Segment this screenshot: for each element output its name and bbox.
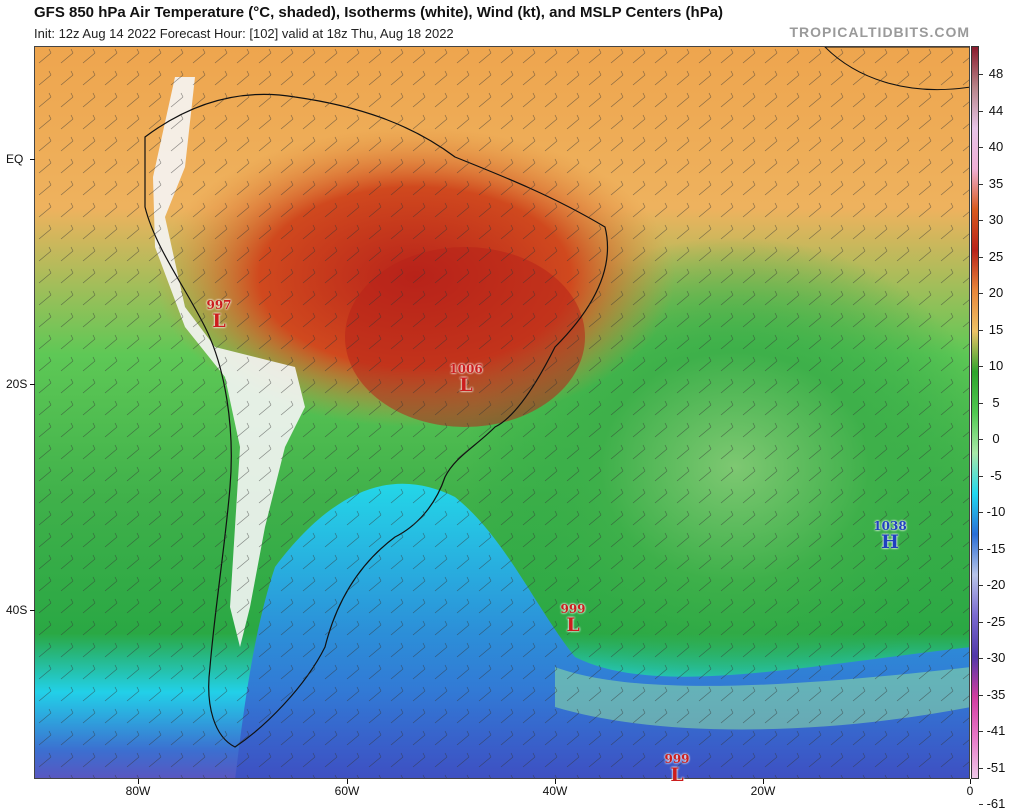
colorbar-tick (979, 694, 983, 696)
map-title: GFS 850 hPa Air Temperature (°C, shaded)… (34, 4, 724, 21)
colorbar-tick (979, 512, 983, 513)
colorbar-label: -30 (986, 650, 1006, 665)
colorbar-tick (979, 256, 983, 258)
lon-tick (138, 779, 139, 784)
colorbar-tick (979, 147, 983, 148)
colorbar-label: 10 (988, 358, 1004, 373)
colorbar-label: -20 (986, 577, 1006, 592)
lon-tick (970, 779, 971, 784)
colorbar-tick (979, 110, 983, 112)
lon-tick (555, 779, 556, 784)
colorbar-label: 15 (988, 321, 1004, 337)
colorbar-tick (979, 767, 983, 769)
colorbar-label: -51 (986, 759, 1006, 775)
colorbar-tick (979, 548, 983, 550)
lon-label-40w: 40W (542, 784, 568, 798)
brand-watermark: TROPICALTIDBITS.COM (789, 24, 970, 40)
colorbar-label: 25 (988, 248, 1004, 264)
temperature-map (34, 46, 970, 779)
colorbar-label: 48 (988, 66, 1004, 81)
colorbar-tick (979, 804, 983, 805)
map-subtitle: Init: 12z Aug 14 2022 Forecast Hour: [10… (34, 26, 454, 41)
low-pressure-center: 999 L (560, 602, 586, 636)
lat-label-40s: 40S (6, 603, 28, 617)
colorbar-label: -41 (986, 723, 1006, 738)
high-pressure-center: 1038 H (873, 519, 907, 553)
lon-tick (763, 779, 764, 784)
colorbar-tick (979, 329, 983, 331)
colorbar-label: 30 (988, 212, 1004, 227)
low-pressure-center: 1006 L (449, 362, 483, 396)
colorbar-label: 0 (992, 431, 1000, 446)
colorbar-label: 44 (988, 102, 1004, 118)
colorbar-label: 35 (988, 175, 1004, 191)
colorbar-label: 5 (992, 394, 1000, 410)
colorbar-tick (979, 621, 983, 623)
colorbar-tick (979, 74, 983, 75)
lat-tick (30, 384, 35, 385)
lon-label-80w: 80W (125, 784, 151, 798)
colorbar-label: -15 (986, 540, 1006, 556)
colorbar-tick (979, 293, 983, 294)
colorbar-tick (979, 439, 983, 440)
lat-label-20s: 20S (6, 377, 28, 391)
colorbar-label: 40 (988, 139, 1004, 154)
colorbar-label: -5 (990, 467, 1002, 483)
colorbar-tick (979, 585, 983, 586)
colorbar-tick (979, 658, 983, 659)
colorbar-tick (979, 366, 983, 367)
colorbar-tick (979, 402, 983, 404)
colorbar-label: -35 (986, 686, 1006, 702)
low-pressure-center: 999 L (664, 752, 690, 786)
colorbar-label: 20 (988, 285, 1004, 300)
lat-tick (30, 159, 35, 160)
lat-label-eq: EQ (6, 152, 24, 166)
colorbar-tick (979, 183, 983, 185)
colorbar-label: -61 (986, 796, 1006, 811)
wind-barbs (35, 47, 969, 778)
temperature-colorbar (971, 46, 979, 779)
colorbar-label: -25 (986, 613, 1006, 629)
lat-tick (30, 610, 35, 611)
lon-label-60w: 60W (334, 784, 360, 798)
map-svg (35, 47, 969, 778)
colorbar-tick (979, 731, 983, 732)
colorbar-tick (979, 220, 983, 221)
colorbar-tick (979, 475, 983, 477)
lon-tick (347, 779, 348, 784)
lon-label-0: 0 (966, 784, 974, 798)
lon-label-20w: 20W (750, 784, 776, 798)
low-pressure-center: 997 L (206, 298, 232, 332)
colorbar-label: -10 (986, 504, 1006, 519)
